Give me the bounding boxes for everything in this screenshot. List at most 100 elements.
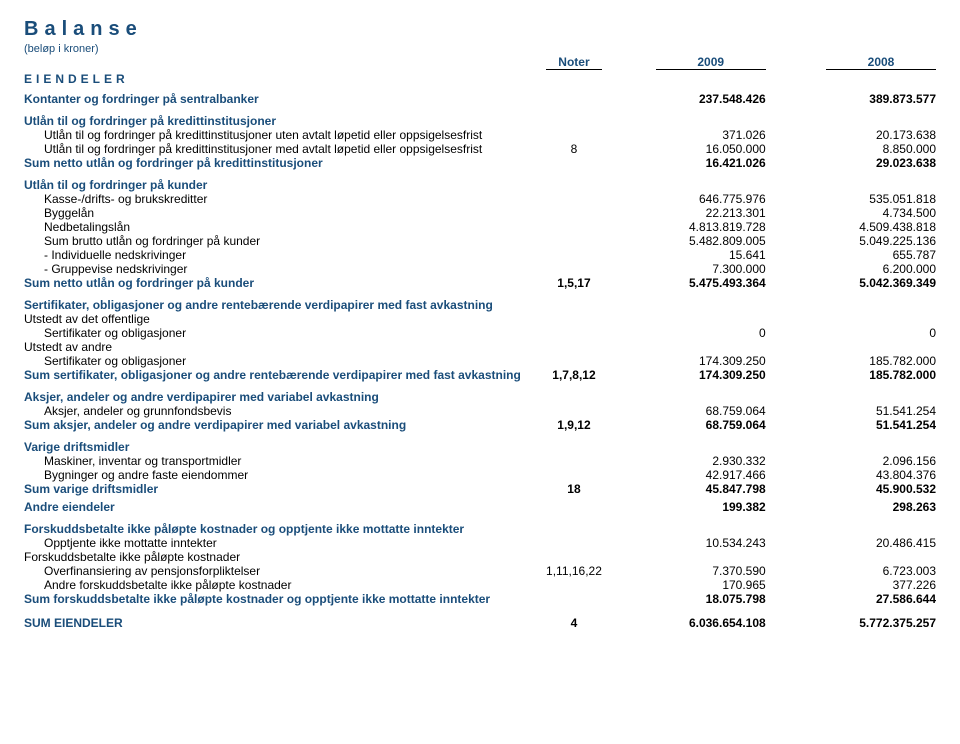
table-row: Kasse-/drifts- og brukskreditter646.775.… [24,192,936,206]
row-value-2009 [619,312,778,326]
row-value-2008: 4.734.500 [778,206,936,220]
row-value-2009: 68.759.064 [619,404,778,418]
row-noter [529,192,619,206]
row-value-2008 [778,550,936,564]
row-value-2008: 5.772.375.257 [778,606,936,630]
table-row: Opptjente ikke mottatte inntekter 10.534.… [24,536,936,550]
table-row: Sertifikater, obligasjoner og andre rent… [24,290,936,312]
row-noter [529,454,619,468]
row-value-2008: 5.049.225.136 [778,234,936,248]
row-label: Sum netto utlån og fordringer på kunder [24,276,529,290]
col-noter: Noter [546,55,602,70]
row-value-2009 [619,432,778,454]
row-label: - Gruppevise nedskrivinger [24,262,529,276]
row-value-2008 [778,106,936,128]
row-label: Utlån til og fordringer på kredittinstit… [24,142,529,156]
row-label: Kontanter og fordringer på sentralbanker [24,92,529,106]
row-label: Sum sertifikater, obligasjoner og andre … [24,368,529,382]
col-2009: 2009 [656,55,766,70]
row-noter: 1,9,12 [529,418,619,432]
row-value-2008: 0 [778,326,936,340]
row-label: SUM EIENDELER [24,606,529,630]
row-value-2008: 51.541.254 [778,404,936,418]
row-label: Sum brutto utlån og fordringer på kunder [24,234,529,248]
row-value-2008 [778,432,936,454]
row-value-2009: 237.548.426 [619,92,778,106]
row-label: Utlån til og fordringer på kredittinstit… [24,106,529,128]
row-value-2008 [778,340,936,354]
row-noter [529,432,619,454]
row-label: Sum netto utlån og fordringer på kreditt… [24,156,529,170]
row-noter [529,128,619,142]
row-value-2009 [619,514,778,536]
row-value-2009: 16.050.000 [619,142,778,156]
row-label: Maskiner, inventar og transportmidler [24,454,529,468]
row-label: Nedbetalingslån [24,220,529,234]
row-noter: 18 [529,482,619,496]
row-noter [529,290,619,312]
row-value-2009: 0 [619,326,778,340]
row-noter [529,550,619,564]
row-value-2008 [778,290,936,312]
row-value-2009: 10.534.243 [619,536,778,550]
row-value-2009: 18.075.798 [619,592,778,606]
row-value-2009: 22.213.301 [619,206,778,220]
row-label: Utlån til og fordringer på kunder [24,170,529,192]
row-value-2008: 20.486.415 [778,536,936,550]
row-value-2009 [619,170,778,192]
table-row: Sertifikater og obligasjoner 00 [24,326,936,340]
row-label: Bygninger og andre faste eiendommer [24,468,529,482]
table-row: Forskuddsbetalte ikke påløpte kostnader [24,550,936,564]
table-row: Utlån til og fordringer på kredittinstit… [24,106,936,128]
row-label: Sertifikater og obligasjoner [24,326,529,340]
row-label: Varige driftsmidler [24,432,529,454]
table-row: Sum brutto utlån og fordringer på kunder… [24,234,936,248]
row-noter [529,382,619,404]
row-value-2009: 7.300.000 [619,262,778,276]
row-value-2009: 15.641 [619,248,778,262]
row-label: Sertifikater, obligasjoner og andre rent… [24,290,529,312]
table-row: - Gruppevise nedskrivinger7.300.0006.200… [24,262,936,276]
row-noter [529,514,619,536]
table-row: Utstedt av andre [24,340,936,354]
row-value-2009: 7.370.590 [619,564,778,578]
row-value-2008: 20.173.638 [778,128,936,142]
row-value-2008 [778,382,936,404]
header-row: Noter 2009 2008 [24,55,936,70]
row-noter [529,500,619,514]
row-value-2008: 655.787 [778,248,936,262]
row-value-2008: 298.263 [778,500,936,514]
row-value-2008 [778,170,936,192]
balance-table: Noter 2009 2008 EIENDELER Kontanter og f… [24,55,936,630]
row-noter [529,106,619,128]
table-row: Aksjer, andeler og andre verdipapirer me… [24,382,936,404]
row-value-2008: 27.586.644 [778,592,936,606]
row-label: - Individuelle nedskrivinger [24,248,529,262]
row-label: Opptjente ikke mottatte inntekter [24,536,529,550]
table-row: Sum forskuddsbetalte ikke påløpte kostna… [24,592,936,606]
row-label: Sum aksjer, andeler og andre verdipapire… [24,418,529,432]
row-label: Sum varige driftsmidler [24,482,529,496]
row-value-2009: 6.036.654.108 [619,606,778,630]
row-value-2009 [619,550,778,564]
row-label: Utstedt av andre [24,340,529,354]
table-row: - Individuelle nedskrivinger 15.641655.78… [24,248,936,262]
row-noter [529,206,619,220]
row-label: Byggelån [24,206,529,220]
row-label: Andre forskuddsbetalte ikke påløpte kost… [24,578,529,592]
row-value-2009 [619,290,778,312]
row-noter [529,262,619,276]
row-label: Forskuddsbetalte ikke påløpte kostnader [24,550,529,564]
row-value-2009: 5.482.809.005 [619,234,778,248]
row-noter [529,156,619,170]
table-row: Sum aksjer, andeler og andre verdipapire… [24,418,936,432]
row-value-2008 [778,312,936,326]
row-value-2009: 170.965 [619,578,778,592]
row-noter: 1,7,8,12 [529,368,619,382]
row-value-2008: 5.042.369.349 [778,276,936,290]
row-noter [529,234,619,248]
row-noter [529,468,619,482]
row-label: Aksjer, andeler og andre verdipapirer me… [24,382,529,404]
row-value-2009: 2.930.332 [619,454,778,468]
table-row: Byggelån 22.213.3014.734.500 [24,206,936,220]
